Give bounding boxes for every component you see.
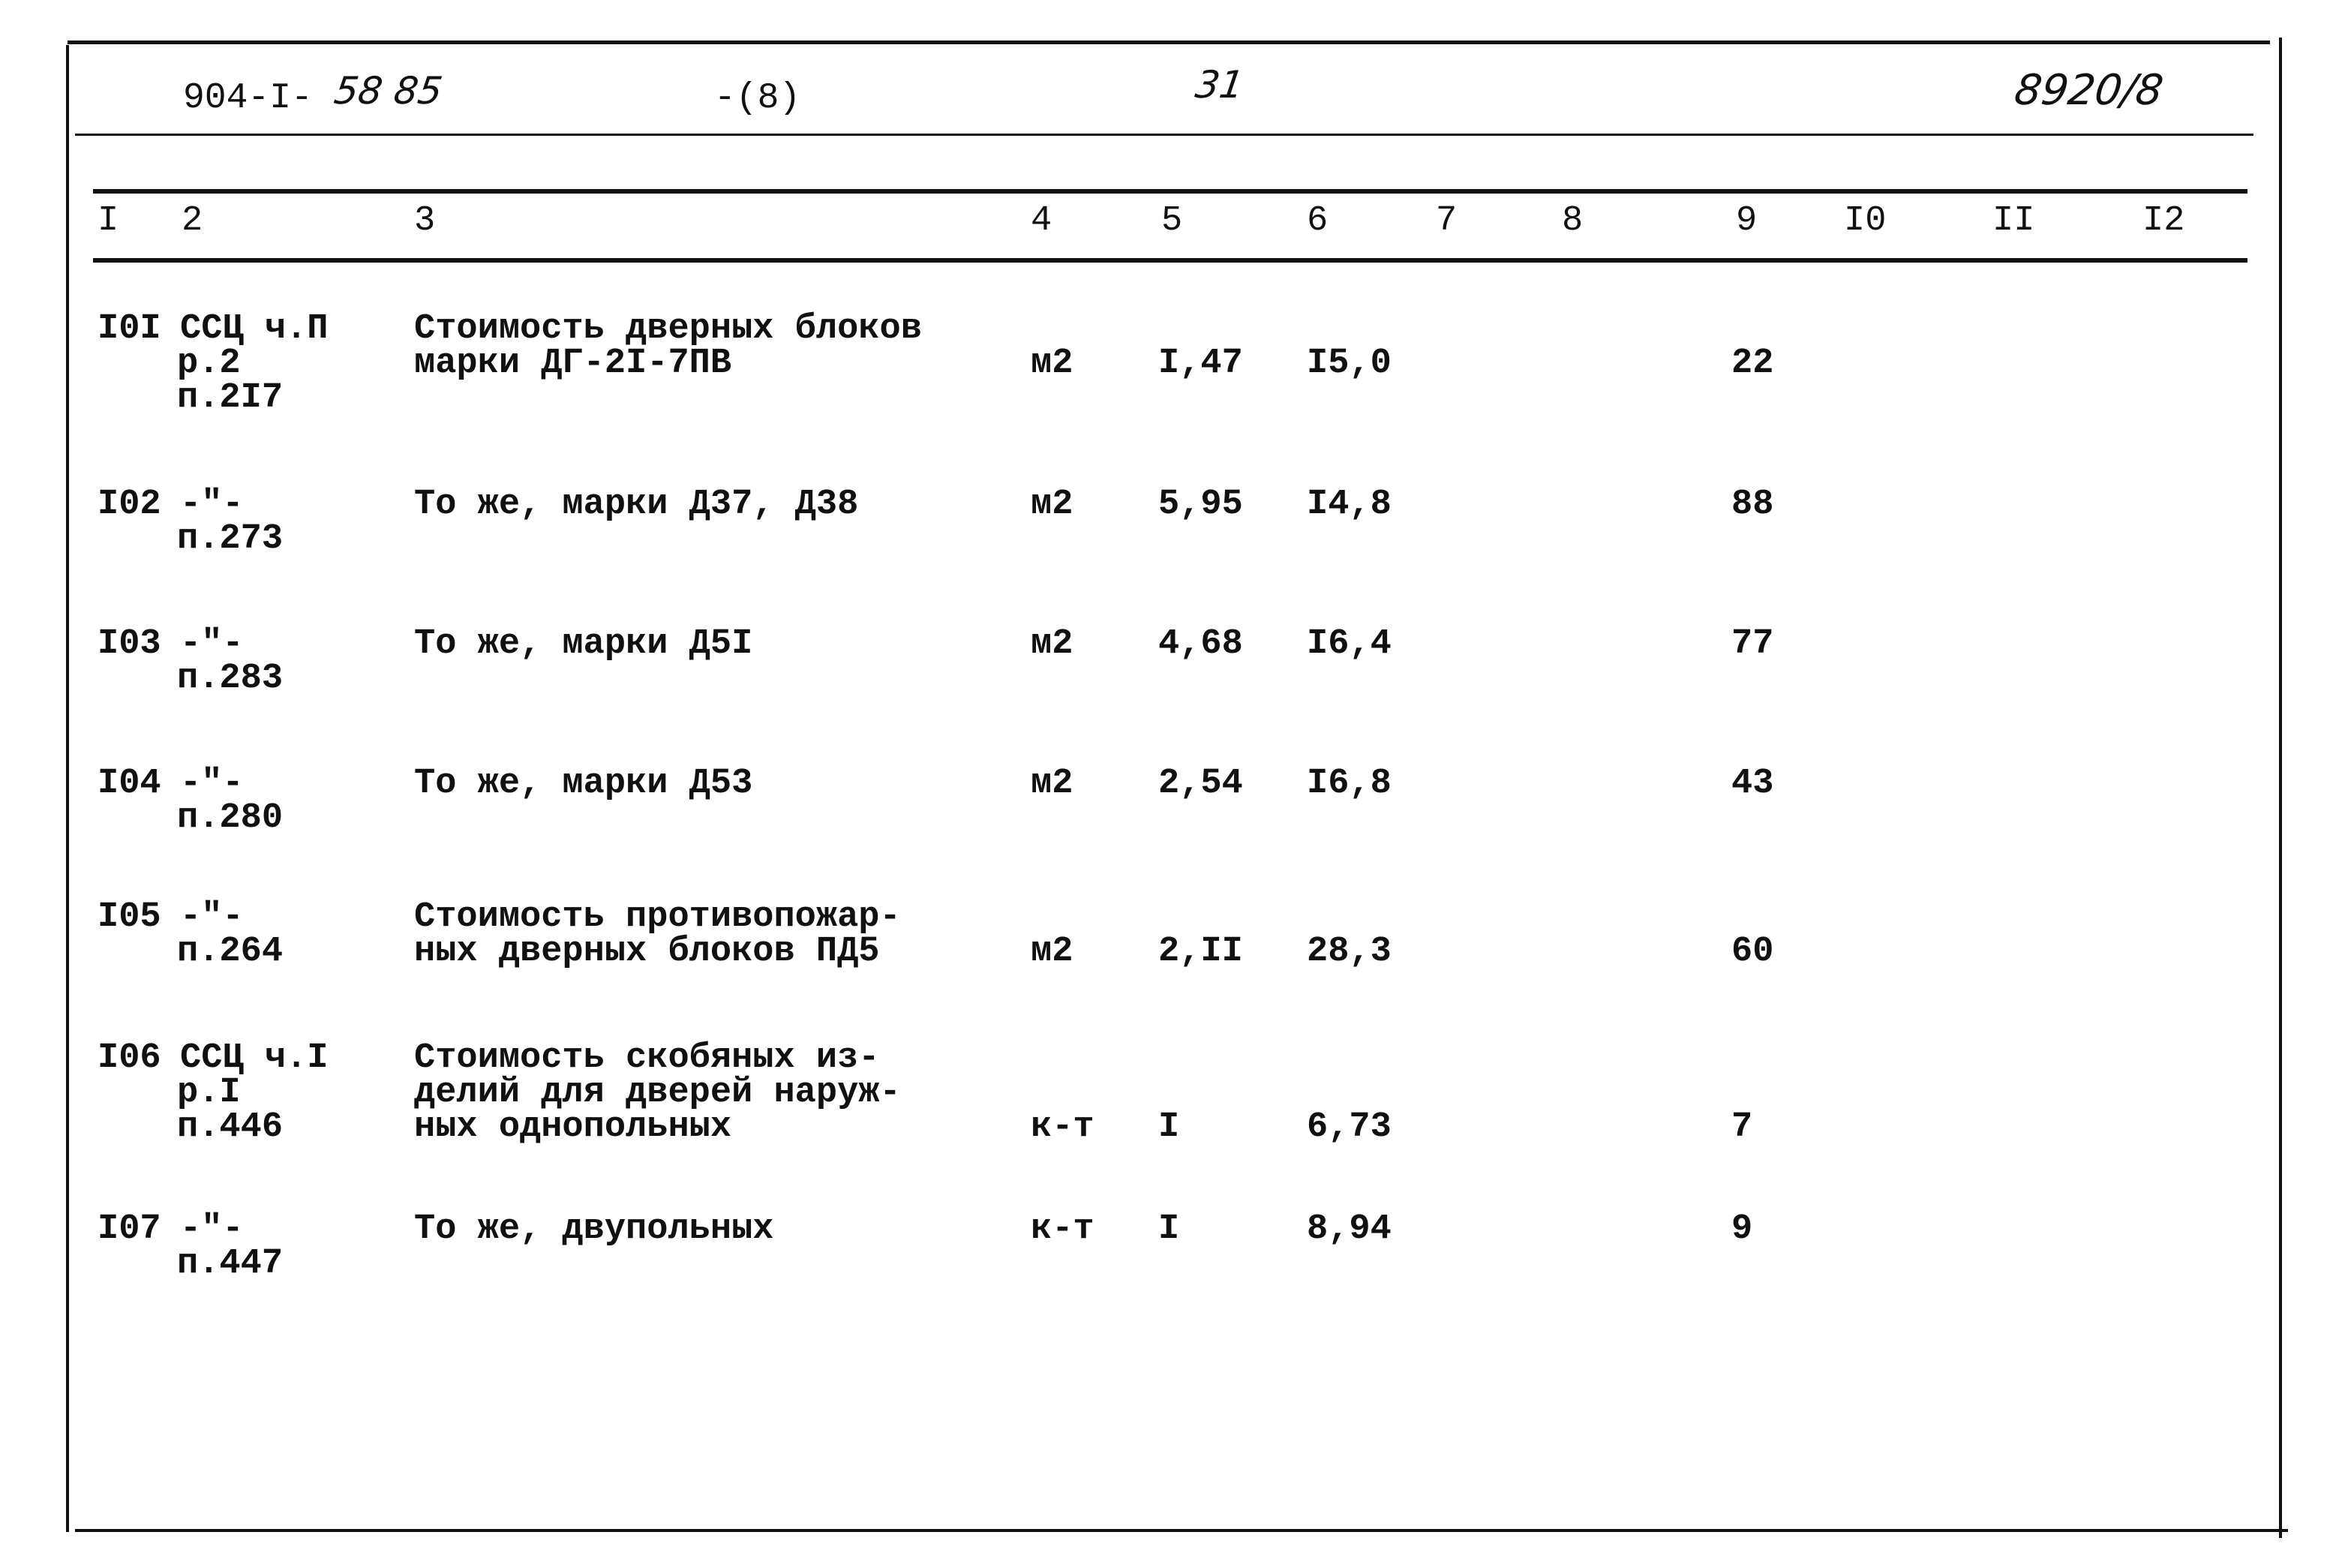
- description: То же, марки Д37, Д38: [414, 485, 859, 524]
- reference: -"-: [180, 485, 244, 524]
- reference: п.283: [177, 659, 284, 698]
- quantity: I: [1158, 1107, 1180, 1147]
- unit-price: I6,4: [1307, 624, 1392, 664]
- row-number: I04: [98, 764, 161, 804]
- column-header: 8: [1562, 201, 1584, 241]
- reference: п.2I7: [177, 378, 284, 418]
- unit: м2: [1031, 932, 1073, 972]
- unit-price: I4,8: [1307, 485, 1392, 524]
- reference: п.280: [177, 798, 284, 838]
- top-border: [68, 41, 2270, 44]
- unit: м2: [1031, 485, 1073, 524]
- reference: ССЦ ч.I: [180, 1038, 329, 1078]
- reference: р.2: [177, 344, 241, 383]
- row-number: I07: [98, 1209, 161, 1249]
- column-header: 7: [1436, 201, 1458, 241]
- total-cost: 88: [1731, 485, 1774, 524]
- column-header: I: [98, 201, 119, 241]
- column-header: 5: [1161, 201, 1183, 241]
- row-number: I02: [98, 485, 161, 524]
- right-border: [2279, 38, 2282, 1538]
- unit-price: I6,8: [1307, 764, 1392, 804]
- column-header: 4: [1031, 201, 1052, 241]
- description: Стоимость скобяных из-: [414, 1038, 880, 1078]
- row-number: I06: [98, 1038, 161, 1078]
- unit-price: 28,3: [1307, 932, 1392, 972]
- unit-price: 8,94: [1307, 1209, 1392, 1249]
- quantity: 2,54: [1158, 764, 1243, 804]
- reference: -"-: [180, 897, 244, 937]
- quantity: 4,68: [1158, 624, 1243, 664]
- reference: ССЦ ч.П: [180, 309, 329, 349]
- description: То же, марки Д5I: [414, 624, 753, 664]
- row-number: I05: [98, 897, 161, 937]
- total-cost: 43: [1731, 764, 1774, 804]
- unit-price: I5,0: [1307, 344, 1392, 383]
- reference: п.447: [177, 1244, 284, 1284]
- reference: п.264: [177, 932, 284, 972]
- left-border: [66, 45, 69, 1532]
- total-cost: 77: [1731, 624, 1774, 664]
- total-cost: 7: [1731, 1107, 1753, 1147]
- table-head-top-line: [93, 189, 2247, 194]
- unit: м2: [1031, 344, 1073, 383]
- column-header: II: [1992, 201, 2035, 241]
- project-code-handwritten: 58 85: [331, 69, 446, 113]
- total-cost: 9: [1731, 1209, 1753, 1249]
- quantity: 2,II: [1158, 932, 1243, 972]
- reference: р.I: [177, 1073, 241, 1113]
- unit-price: 6,73: [1307, 1107, 1392, 1147]
- unit: м2: [1031, 624, 1073, 664]
- description: ных дверных блоков ПД5: [414, 932, 880, 972]
- reference: -"-: [180, 1209, 244, 1249]
- column-header: I0: [1844, 201, 1887, 241]
- page-number: 31: [1192, 63, 1247, 107]
- header-divider: [75, 134, 2253, 136]
- description: ных однопольных: [414, 1107, 732, 1147]
- quantity: I: [1158, 1209, 1180, 1249]
- column-header: I2: [2142, 201, 2185, 241]
- description: То же, марки Д53: [414, 764, 753, 804]
- column-header: 6: [1307, 201, 1329, 241]
- description: марки ДГ-2I-7ПВ: [414, 344, 732, 383]
- row-number: I03: [98, 624, 161, 664]
- row-number: I0I: [98, 309, 161, 349]
- archive-number: 8920/8: [2011, 66, 2166, 115]
- reference: -"-: [180, 624, 244, 664]
- description: делий для дверей наруж-: [414, 1073, 901, 1113]
- quantity: I,47: [1158, 344, 1243, 383]
- reference: п.273: [177, 519, 284, 559]
- description: То же, двупольных: [414, 1209, 774, 1249]
- project-code: 904-I-: [183, 78, 313, 119]
- table-head-bottom-line: [93, 258, 2247, 263]
- bottom-border: [75, 1529, 2288, 1532]
- unit: к-т: [1031, 1107, 1094, 1147]
- description: Стоимость дверных блоков: [414, 309, 922, 349]
- unit: м2: [1031, 764, 1073, 804]
- column-header: 2: [182, 201, 203, 241]
- quantity: 5,95: [1158, 485, 1243, 524]
- unit: к-т: [1031, 1209, 1094, 1249]
- description: Стоимость противопожар-: [414, 897, 901, 937]
- reference: п.446: [177, 1107, 284, 1147]
- part-number: -(8): [714, 78, 801, 119]
- reference: -"-: [180, 764, 244, 804]
- column-header: 3: [414, 201, 436, 241]
- column-header: 9: [1736, 201, 1758, 241]
- total-cost: 22: [1731, 344, 1774, 383]
- total-cost: 60: [1731, 932, 1774, 972]
